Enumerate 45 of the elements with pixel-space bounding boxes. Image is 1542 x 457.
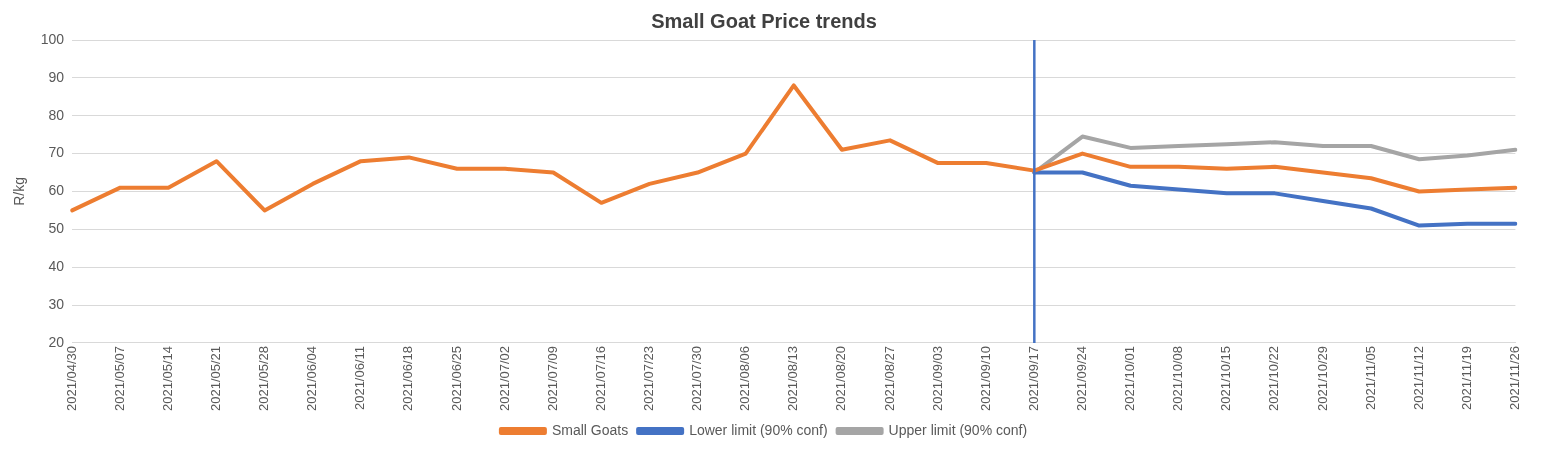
legend-label: Small Goats bbox=[551, 421, 629, 438]
y-tick-label: 80 bbox=[48, 106, 65, 123]
y-tick-label: 100 bbox=[40, 30, 65, 47]
y-tick-label: 30 bbox=[48, 295, 65, 312]
legend-label: Upper limit (90% conf) bbox=[888, 421, 1028, 438]
y-tick-label: 50 bbox=[48, 220, 65, 237]
x-tick-label: 2021/08/06 bbox=[737, 345, 753, 412]
x-tick-label: 2021/07/16 bbox=[592, 345, 608, 412]
y-tick-label: 70 bbox=[48, 144, 65, 161]
legend-label: Lower limit (90% conf) bbox=[689, 421, 828, 438]
x-tick-label: 2021/07/02 bbox=[496, 345, 512, 412]
x-tick-label: 2021/11/26 bbox=[1506, 345, 1522, 411]
x-tick-label: 2021/11/05 bbox=[1362, 345, 1378, 411]
x-tick-label: 2021/05/28 bbox=[256, 345, 272, 412]
x-tick-label: 2021/06/18 bbox=[400, 345, 416, 412]
y-tick-label: 90 bbox=[48, 68, 65, 85]
x-tick-label: 2021/08/13 bbox=[785, 345, 801, 412]
y-tick-label: 20 bbox=[48, 333, 65, 350]
x-tick-label: 2021/11/19 bbox=[1458, 345, 1474, 411]
x-tick-label: 2021/08/27 bbox=[881, 345, 897, 412]
x-tick-label: 2021/07/23 bbox=[641, 345, 657, 412]
y-tick-label: 60 bbox=[48, 182, 65, 199]
x-tick-label: 2021/10/29 bbox=[1314, 345, 1330, 412]
x-tick-label: 2021/06/11 bbox=[352, 345, 368, 411]
x-tick-label: 2021/07/09 bbox=[544, 345, 560, 412]
x-tick-label: 2021/10/01 bbox=[1122, 345, 1138, 412]
x-tick-label: 2021/09/10 bbox=[977, 345, 993, 412]
x-tick-label: 2021/06/04 bbox=[304, 345, 320, 412]
x-tick-label: 2021/09/17 bbox=[1025, 345, 1041, 412]
x-tick-label: 2021/10/15 bbox=[1218, 345, 1234, 412]
x-tick-label: 2021/11/12 bbox=[1410, 345, 1426, 411]
x-tick-label: 2021/05/07 bbox=[111, 345, 127, 412]
x-tick-label: 2021/10/22 bbox=[1266, 345, 1282, 412]
x-tick-label: 2021/08/20 bbox=[833, 345, 849, 412]
y-axis-title: R/kg bbox=[11, 177, 28, 206]
x-tick-label: 2021/09/24 bbox=[1074, 345, 1090, 412]
x-tick-label: 2021/04/30 bbox=[63, 345, 79, 412]
x-tick-label: 2021/07/30 bbox=[689, 345, 705, 412]
x-tick-label: 2021/10/08 bbox=[1170, 345, 1186, 412]
x-tick-label: 2021/05/14 bbox=[159, 345, 175, 412]
x-tick-label: 2021/05/21 bbox=[208, 345, 224, 412]
x-tick-label: 2021/06/25 bbox=[448, 345, 464, 412]
chart-title: Small Goat Price trends bbox=[651, 9, 877, 32]
y-tick-label: 40 bbox=[48, 258, 65, 275]
x-tick-label: 2021/09/03 bbox=[929, 345, 945, 412]
